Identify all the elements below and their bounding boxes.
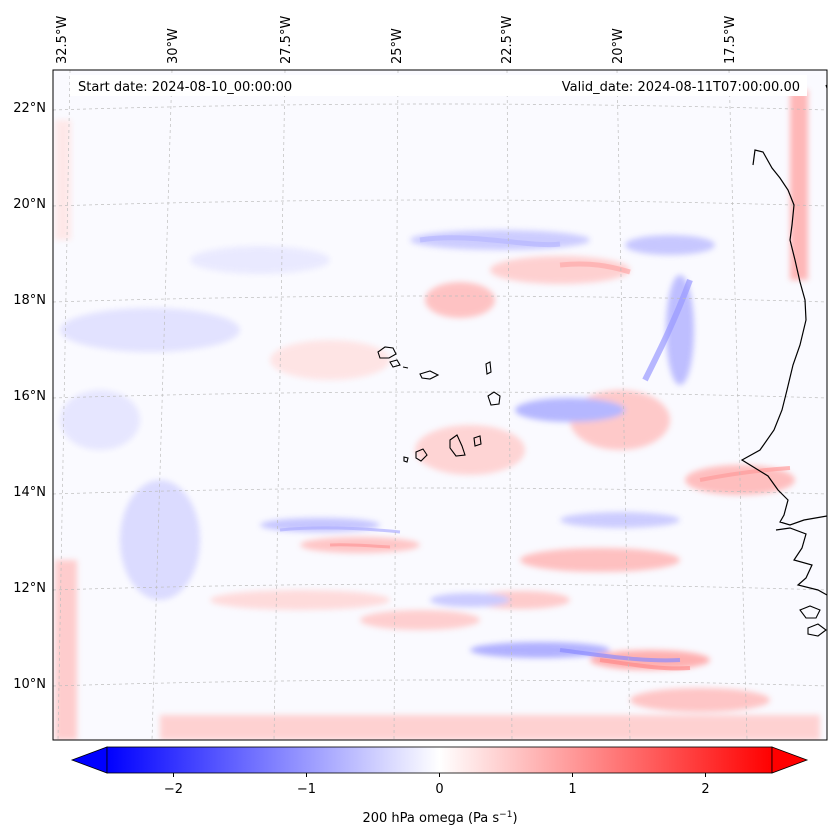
lon-gridline <box>616 70 631 740</box>
colorbar-min-arrow <box>70 746 108 774</box>
valid-date-label: Valid_date: 2024-08-11T07:00:00.00 <box>562 80 800 95</box>
lon-gridline <box>728 70 748 740</box>
omega-negative-patch <box>430 593 510 607</box>
omega-negative-streak <box>642 278 693 382</box>
omega-positive-patch <box>415 425 525 475</box>
omega-negative-streak <box>419 235 561 248</box>
lat-label: 18°N <box>13 293 46 308</box>
map-background <box>53 70 827 740</box>
omega-positive-patch <box>160 715 820 740</box>
bijagos-islands <box>799 605 827 637</box>
colorbar-max-arrow <box>771 746 809 774</box>
omega-positive-streak <box>329 543 391 549</box>
lon-label: 27.5°W <box>279 16 294 64</box>
lat-gridline <box>53 487 827 495</box>
island-outline <box>487 391 501 406</box>
omega-negative-patch <box>560 512 680 528</box>
lon-gridline <box>273 70 286 740</box>
map-frame <box>52 69 828 741</box>
island-outline <box>377 346 397 359</box>
lat-gridline <box>53 103 827 111</box>
colorbar-tick-label: −2 <box>164 782 183 797</box>
lon-label: 17.5°W <box>723 16 738 64</box>
lon-gridline <box>57 70 71 740</box>
omega-positive-streak <box>599 658 691 671</box>
lon-gridline <box>506 70 513 740</box>
lon-label: 20°W <box>611 28 626 64</box>
lat-gridline <box>53 199 827 207</box>
map-panel: Start date: 2024-08-10_00:00:00 Valid_da… <box>52 69 828 741</box>
omega-positive-patch <box>490 256 630 284</box>
lat-gridline <box>53 583 827 591</box>
omega-negative-patch <box>60 390 140 450</box>
lat-label: 14°N <box>13 485 46 500</box>
lat-label: 20°N <box>13 197 46 212</box>
omega-positive-patch <box>210 590 390 610</box>
omega-negative-patch <box>515 398 625 422</box>
island-outline <box>473 435 482 447</box>
colorbar-ticks: −2 −1 0 1 2 <box>164 773 710 797</box>
colorbar-tick-label: 2 <box>701 782 709 797</box>
omega-positive-streak <box>559 261 631 275</box>
omega-negative-patch <box>190 246 330 274</box>
island-outline <box>403 456 409 463</box>
omega-field <box>53 70 827 740</box>
longitude-labels: 32.5°W 30°W 27.5°W 25°W 22.5°W 20°W 17.5… <box>55 16 738 64</box>
colorbar: −2 −1 0 1 2 200 hPa omega (Pa s−1) <box>70 746 809 826</box>
island-outline <box>402 366 409 369</box>
colorbar-tick-label: 1 <box>568 782 576 797</box>
date-header-box <box>70 75 807 96</box>
latitude-labels: 22°N 20°N 18°N 16°N 14°N 12°N 10°N <box>13 101 46 692</box>
omega-negative-patch <box>666 275 694 385</box>
island-outline <box>449 434 466 457</box>
lat-label: 10°N <box>13 677 46 692</box>
omega-negative-patch <box>470 642 610 658</box>
colorbar-label: 200 hPa omega (Pa s−1) <box>362 810 517 826</box>
colorbar-tick-label: −1 <box>297 782 316 797</box>
omega-positive-patch <box>270 340 390 380</box>
lon-label: 22.5°W <box>500 16 515 64</box>
island-outline <box>485 361 492 375</box>
colorbar-gradient <box>106 746 773 774</box>
omega-positive-patch <box>55 120 71 240</box>
island-outline <box>389 359 401 368</box>
lon-label: 30°W <box>166 28 181 64</box>
omega-negative-patch <box>60 308 240 352</box>
island-outline <box>415 448 428 462</box>
cape-verde-islands <box>377 346 501 463</box>
omega-negative-streak <box>559 648 681 663</box>
lat-gridline <box>53 679 827 687</box>
omega-positive-streak <box>699 466 791 482</box>
omega-positive-patch <box>790 90 808 280</box>
omega-negative-streak <box>279 526 401 534</box>
island-outline <box>419 370 440 380</box>
omega-positive-patch <box>520 548 680 572</box>
omega-positive-patch <box>425 282 495 318</box>
omega-positive-patch <box>630 688 770 712</box>
lon-gridline <box>151 70 173 740</box>
lat-label: 16°N <box>13 389 46 404</box>
lat-label: 22°N <box>13 101 46 116</box>
omega-positive-patch <box>360 610 480 630</box>
lat-gridline <box>53 295 827 303</box>
graticule <box>53 70 827 740</box>
lon-label: 25°W <box>390 28 405 64</box>
colorbar-tick-label: 0 <box>435 782 443 797</box>
lat-gridline <box>53 391 827 399</box>
start-date-label: Start date: 2024-08-10_00:00:00 <box>78 80 292 95</box>
lat-label: 12°N <box>13 581 46 596</box>
omega-negative-patch <box>625 235 715 255</box>
africa-coastline-south <box>775 527 827 596</box>
omega-negative-patch <box>120 480 200 600</box>
lon-gridline <box>393 70 399 740</box>
lon-label: 32.5°W <box>55 16 70 64</box>
